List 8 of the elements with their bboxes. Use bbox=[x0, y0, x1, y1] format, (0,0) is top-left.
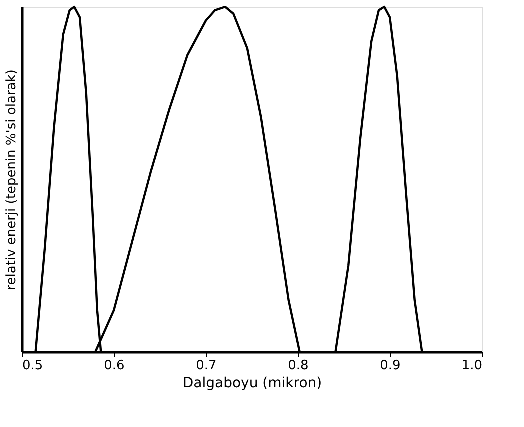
x-tick-label: 0.6 bbox=[104, 358, 125, 374]
x-tick-label: 0.8 bbox=[288, 358, 309, 374]
x-axis-title: Dalgaboyu (mikron) bbox=[182, 376, 322, 392]
x-tick-label: 0.9 bbox=[380, 358, 401, 374]
x-tick-label: 0.7 bbox=[196, 358, 217, 374]
x-tick-label: 0.5 bbox=[22, 358, 44, 374]
x-tick-label: 1.0 bbox=[462, 358, 482, 374]
y-axis-title: relativ enerji (tepenin %'si olarak) bbox=[4, 70, 20, 290]
